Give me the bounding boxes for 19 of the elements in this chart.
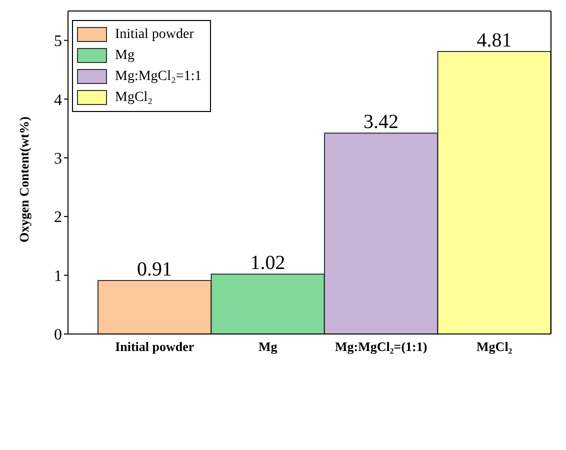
y-tick-label: 5 xyxy=(54,33,62,50)
x-tick-label: MgCl₂ xyxy=(476,339,512,354)
y-axis-title: Oxygen Content(wt%) xyxy=(16,116,32,242)
legend-label: Initial powder xyxy=(115,26,194,42)
legend-label: MgCl₂ xyxy=(115,90,153,106)
x-tick-label: Mg xyxy=(258,339,278,354)
y-tick-label: 2 xyxy=(54,209,62,226)
data-label: 0.91 xyxy=(137,258,172,281)
data-label: 3.42 xyxy=(364,111,398,134)
data-label: 4.81 xyxy=(476,30,512,52)
legend-label: Mg xyxy=(115,48,134,64)
data-label: 1.02 xyxy=(250,252,286,274)
y-tick-label: 3 xyxy=(54,150,62,168)
legend-label: Mg:MgCl₂=1:1 xyxy=(115,68,202,84)
y-tick-label: 1 xyxy=(54,268,62,285)
y-tick-label: 4 xyxy=(54,92,62,109)
x-tick-label: Initial powder xyxy=(115,339,194,354)
x-tick-label: Mg:MgCl₂=(1:1) xyxy=(335,339,428,354)
y-tick-label: 0 xyxy=(54,326,62,344)
